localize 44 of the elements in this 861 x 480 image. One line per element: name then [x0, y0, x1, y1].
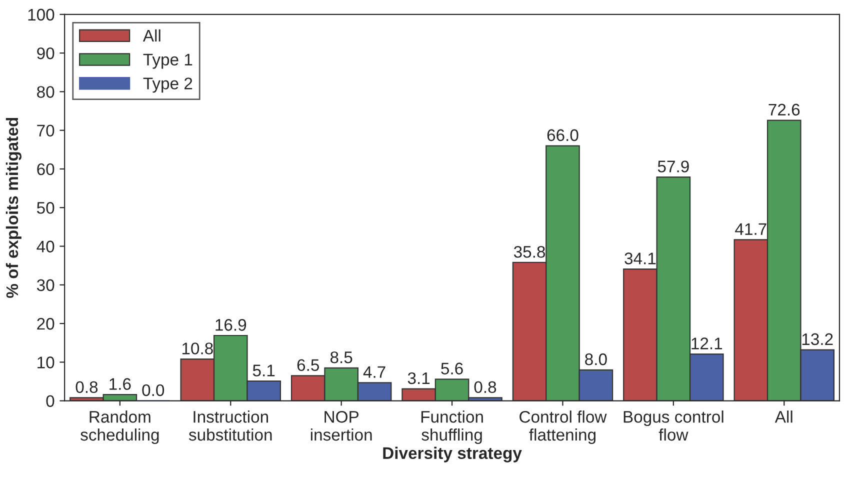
- y-tick-label: 70: [37, 124, 54, 137]
- y-tick-label: 0: [46, 395, 54, 408]
- text: 4.7: [363, 366, 386, 378]
- text: 35.8: [514, 246, 546, 258]
- text: 72.6: [768, 104, 800, 116]
- x-axis-title: Diversity strategy: [383, 446, 522, 462]
- y-tick-label: 40: [36, 240, 54, 252]
- y-tick-label: 80: [37, 86, 54, 98]
- y-tick-label: 30: [36, 279, 54, 292]
- text: 3.1: [408, 372, 430, 384]
- x-tick-label: NOP insertion: [310, 410, 372, 441]
- text: 12.1: [692, 338, 722, 350]
- text: 57.9: [658, 160, 689, 172]
- y-tick-label: 50: [36, 202, 54, 214]
- text: 5.6: [441, 362, 463, 374]
- x-tick-label: All: [774, 410, 792, 423]
- text: 34.1: [624, 252, 656, 264]
- text: 66.0: [547, 129, 578, 142]
- x-tick-label: Control flow flattening: [520, 410, 607, 444]
- text: 10.8: [182, 342, 213, 354]
- text: 5.1: [252, 364, 275, 376]
- legend-label: Type 2: [143, 78, 192, 93]
- y-tick-label: 60: [37, 163, 54, 176]
- y-axis-title: % of exploits mitigated: [6, 118, 22, 298]
- y-tick-label: 10: [38, 356, 54, 368]
- legend-label: All: [142, 29, 160, 42]
- y-tick-label: 90: [37, 47, 54, 60]
- text: 6.5: [297, 359, 319, 371]
- y-tick-label: 20: [37, 318, 54, 330]
- y-tick-label: 100: [28, 8, 54, 21]
- legend-label: Type 1: [143, 54, 192, 69]
- x-tick-label: Function shuffling: [421, 410, 483, 444]
- text: 0.0: [142, 384, 164, 396]
- text: 8.0: [585, 353, 607, 366]
- text: 8.5: [330, 351, 352, 364]
- text: 1.6: [110, 378, 131, 390]
- text: 13.2: [802, 333, 833, 346]
- text: 16.9: [216, 319, 246, 331]
- text: 0.8: [474, 381, 496, 394]
- x-tick-label: Instruction substitution: [188, 410, 272, 441]
- text: 0.8: [76, 381, 98, 394]
- x-tick-label: Bogus control flow: [624, 410, 724, 441]
- text: 41.7: [735, 223, 766, 235]
- x-tick-label: Random scheduling: [80, 410, 159, 444]
